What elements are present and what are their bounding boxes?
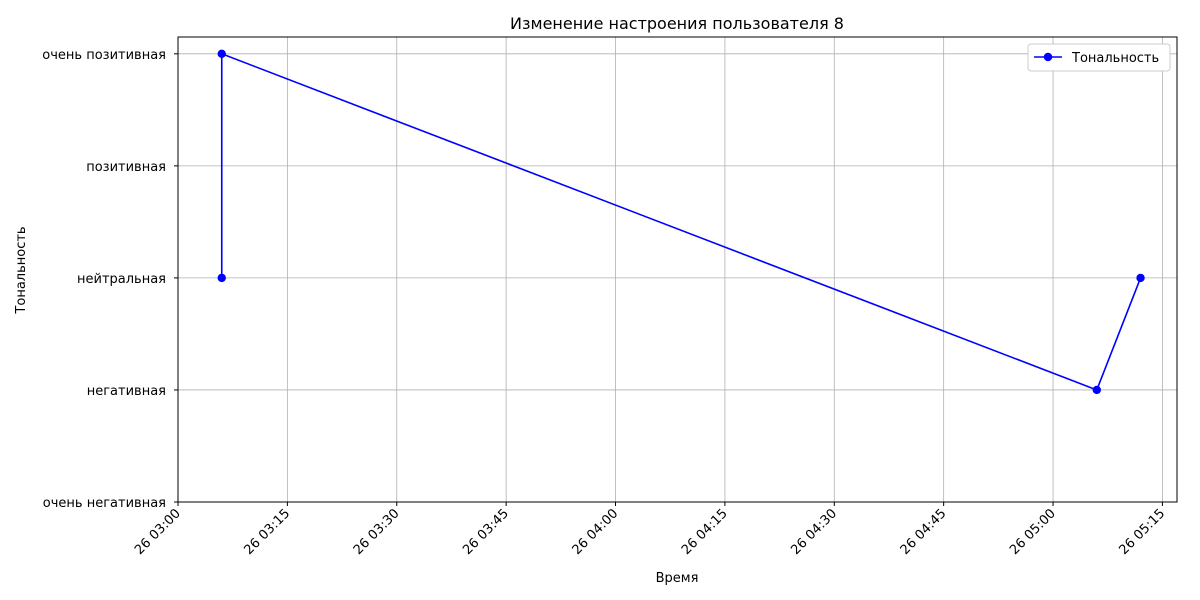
- chart-title: Изменение настроения пользователя 8: [510, 14, 844, 33]
- y-tick-label: негативная: [87, 384, 166, 399]
- data-point: [217, 49, 226, 59]
- data-point: [217, 273, 226, 283]
- plot-frame: [177, 36, 1178, 503]
- x-tick-label: 26 04:30: [788, 506, 840, 558]
- x-tick-label: 26 03:15: [241, 506, 293, 558]
- series-group: [217, 49, 1145, 395]
- x-tick-label: 26 04:45: [898, 506, 950, 558]
- x-tick-label: 26 03:45: [460, 506, 512, 558]
- data-point: [1092, 385, 1101, 395]
- y-tick-label: очень позитивная: [42, 48, 166, 63]
- legend-label: Тональность: [1071, 51, 1159, 66]
- x-tick-label: 26 04:15: [679, 506, 731, 558]
- legend: Тональность: [1027, 43, 1171, 72]
- x-axis-label: Время: [656, 571, 699, 586]
- legend-box: [1027, 43, 1171, 72]
- y-tick-label: очень негативная: [43, 496, 166, 511]
- series-line: [220, 52, 1142, 391]
- y-axis-label: Тональность: [14, 226, 29, 314]
- y-tick-label: нейтральная: [77, 272, 166, 287]
- x-tick-label: 26 03:00: [132, 506, 184, 558]
- x-tick-label: 26 05:00: [1007, 506, 1059, 558]
- x-tick-label: 26 05:15: [1117, 506, 1169, 558]
- data-point: [1136, 273, 1145, 283]
- grid: [177, 37, 1177, 503]
- x-axis: 26 03:00 26 03:15 26 03:30 26 03:45 26 04:00…: [132, 502, 1168, 558]
- y-axis: очень негативная негативная нейтральная поз…: [42, 48, 178, 511]
- x-tick-label: 26 04:00: [570, 506, 622, 558]
- legend-marker-swatch: [1043, 52, 1053, 62]
- y-tick-label: позитивная: [86, 160, 166, 175]
- x-tick-label: 26 03:30: [351, 506, 403, 558]
